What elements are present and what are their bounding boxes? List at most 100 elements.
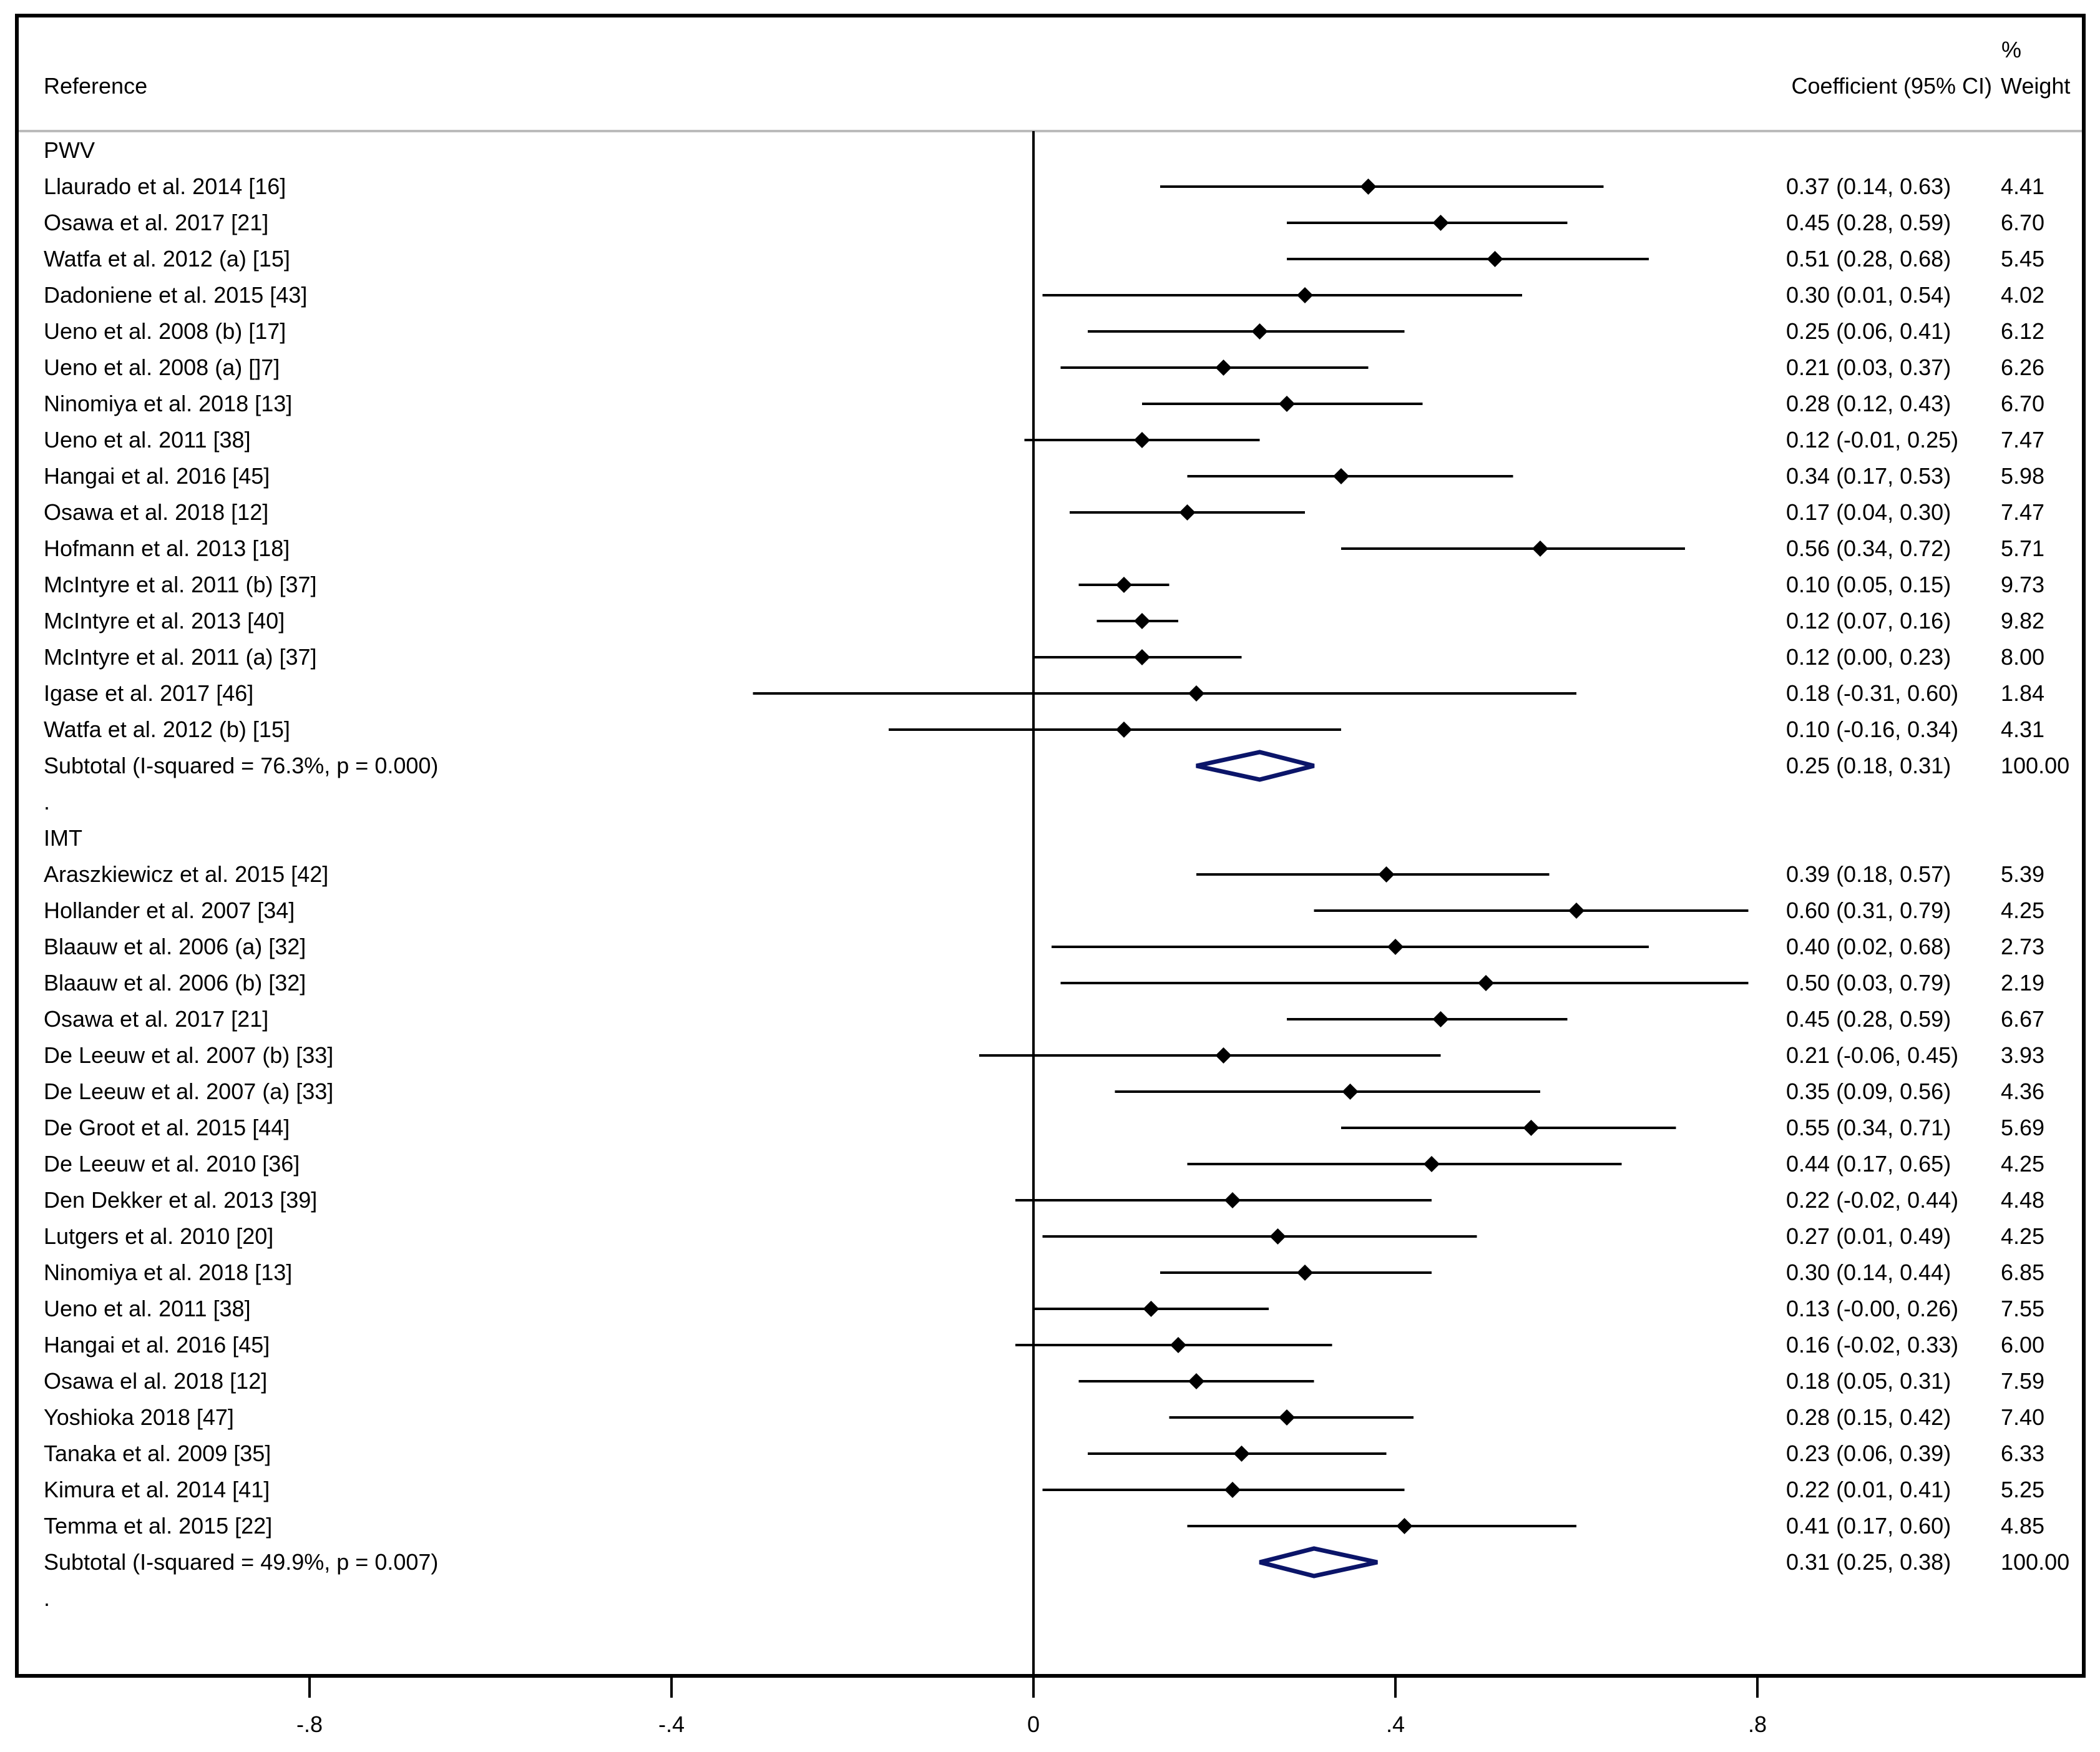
x-axis: -.8 -.4 0 .4 .8 <box>296 131 1767 1737</box>
study-row: Hangai et al. 2016 [45] 0.34 (0.17, 0.53)… <box>44 463 2044 489</box>
study-label: De Leeuw et al. 2007 (b) [33] <box>44 1042 333 1068</box>
weight-value: 6.12 <box>2001 318 2044 344</box>
study-label: Llaurado et al. 2014 [16] <box>44 174 286 199</box>
point-estimate-marker <box>1297 287 1313 303</box>
point-estimate-marker <box>1478 975 1494 991</box>
study-label: Yoshioka 2018 [47] <box>44 1404 234 1430</box>
x-tick-label: .4 <box>1386 1711 1405 1737</box>
pooled-estimate-diamond <box>1259 1546 1378 1578</box>
point-estimate-marker <box>1170 1337 1186 1353</box>
header-reference: Reference <box>44 73 147 99</box>
weight-value: 1.84 <box>2001 680 2044 706</box>
coefficient-ci-value: 0.27 (0.01, 0.49) <box>1786 1223 1951 1249</box>
point-estimate-marker <box>1134 613 1150 629</box>
point-estimate-marker <box>1378 866 1395 883</box>
point-estimate-marker <box>1233 1446 1250 1462</box>
group-label: IMT <box>44 825 82 851</box>
weight-value: 6.00 <box>2001 1332 2044 1358</box>
spacer-dot: . <box>44 789 50 815</box>
study-row: Llaurado et al. 2014 [16] 0.37 (0.14, 0.6… <box>44 174 2044 199</box>
coefficient-ci-value: 0.23 (0.06, 0.39) <box>1786 1441 1951 1466</box>
coefficient-ci-value: 0.12 (0.00, 0.23) <box>1786 644 1951 670</box>
study-row: McIntyre et al. 2011 (a) [37] 0.12 (0.00,… <box>44 644 2044 670</box>
study-label: Hangai et al. 2016 [45] <box>44 1332 270 1358</box>
weight-value: 6.67 <box>2001 1006 2044 1032</box>
x-tick-label: -.8 <box>296 1711 323 1737</box>
study-label: De Leeuw et al. 2010 [36] <box>44 1151 300 1177</box>
weight-value: 6.70 <box>2001 391 2044 416</box>
study-label: Osawa el al. 2018 [12] <box>44 1368 267 1394</box>
point-estimate-marker <box>1188 1373 1204 1389</box>
weight-value: 7.55 <box>2001 1296 2044 1321</box>
study-row: De Leeuw et al. 2007 (b) [33] 0.21 (-0.06… <box>44 1042 2044 1068</box>
coefficient-ci-value: 0.18 (-0.31, 0.60) <box>1786 680 1958 706</box>
coefficient-ci-value: 0.25 (0.06, 0.41) <box>1786 318 1951 344</box>
study-label: Ueno et al. 2011 [38] <box>44 1296 251 1321</box>
subtotal-row: Subtotal (I-squared = 49.9%, p = 0.007) 0… <box>44 1546 2069 1578</box>
study-row: Yoshioka 2018 [47] 0.28 (0.15, 0.42) 7.40 <box>44 1404 2044 1430</box>
subtotal-row: Subtotal (I-squared = 76.3%, p = 0.000) 0… <box>44 750 2069 782</box>
point-estimate-marker <box>1396 1518 1413 1534</box>
weight-value: 4.25 <box>2001 898 2044 923</box>
coefficient-ci-value: 0.28 (0.15, 0.42) <box>1786 1404 1951 1430</box>
coefficient-ci-value: 0.34 (0.17, 0.53) <box>1786 463 1951 489</box>
weight-value: 2.19 <box>2001 970 2044 996</box>
point-estimate-marker <box>1387 939 1404 955</box>
point-estimate-marker <box>1116 722 1132 738</box>
point-estimate-marker <box>1215 1047 1232 1064</box>
weight-value: 4.36 <box>2001 1079 2044 1104</box>
study-label: Hofmann et al. 2013 [18] <box>44 536 290 561</box>
weight-value: 4.31 <box>2001 717 2044 742</box>
coefficient-ci-value: 0.44 (0.17, 0.65) <box>1786 1151 1951 1177</box>
coefficient-ci-value: 0.35 (0.09, 0.56) <box>1786 1079 1951 1104</box>
weight-value: 4.02 <box>2001 282 2044 308</box>
coefficient-ci-value: 0.45 (0.28, 0.59) <box>1786 210 1951 235</box>
study-row: Dadoniene et al. 2015 [43] 0.30 (0.01, 0.… <box>44 282 2044 308</box>
group-header-row: PWV <box>44 137 95 163</box>
coefficient-ci-value: 0.50 (0.03, 0.79) <box>1786 970 1951 996</box>
study-row: Osawa el al. 2018 [12] 0.18 (0.05, 0.31) 7… <box>44 1368 2044 1394</box>
weight-value: 9.82 <box>2001 608 2044 634</box>
study-row: Hollander et al. 2007 [34] 0.60 (0.31, 0.… <box>44 898 2044 923</box>
coefficient-ci-value: 0.37 (0.14, 0.63) <box>1786 174 1951 199</box>
study-label: Araszkiewicz et al. 2015 [42] <box>44 861 328 887</box>
point-estimate-marker <box>1143 1301 1160 1317</box>
coefficient-ci-value: 0.39 (0.18, 0.57) <box>1786 861 1951 887</box>
study-row: Hofmann et al. 2013 [18] 0.56 (0.34, 0.72… <box>44 536 2044 561</box>
weight-value: 4.41 <box>2001 174 2044 199</box>
coefficient-ci-value: 0.13 (-0.00, 0.26) <box>1786 1296 1958 1321</box>
study-row: Ninomiya et al. 2018 [13] 0.28 (0.12, 0.4… <box>44 391 2044 416</box>
study-label: De Leeuw et al. 2007 (a) [33] <box>44 1079 333 1104</box>
study-row: Ueno et al. 2008 (b) [17] 0.25 (0.06, 0.4… <box>44 318 2044 344</box>
coefficient-ci-value: 0.22 (-0.02, 0.44) <box>1786 1187 1958 1213</box>
study-label: Dadoniene et al. 2015 [43] <box>44 282 307 308</box>
coefficient-ci-value: 0.25 (0.18, 0.31) <box>1786 753 1951 778</box>
study-label: Blaauw et al. 2006 (a) [32] <box>44 934 306 959</box>
coefficient-ci-value: 0.31 (0.25, 0.38) <box>1786 1549 1951 1575</box>
point-estimate-marker <box>1215 360 1232 376</box>
study-label: Ueno et al. 2011 [38] <box>44 427 251 453</box>
plot-frame <box>15 14 2086 1678</box>
study-row: Temma et al. 2015 [22] 0.41 (0.17, 0.60) 4… <box>44 1513 2044 1539</box>
weight-value: 4.25 <box>2001 1223 2044 1249</box>
study-label: Hollander et al. 2007 [34] <box>44 898 295 923</box>
study-row: Ueno et al. 2011 [38] 0.12 (-0.01, 0.25) 7… <box>44 427 2044 453</box>
coefficient-ci-value: 0.30 (0.14, 0.44) <box>1786 1260 1951 1285</box>
study-label: Igase et al. 2017 [46] <box>44 680 253 706</box>
point-estimate-marker <box>1532 541 1548 557</box>
coefficient-ci-value: 0.18 (0.05, 0.31) <box>1786 1368 1951 1394</box>
point-estimate-marker <box>1134 432 1150 448</box>
subtotal-label: Subtotal (I-squared = 49.9%, p = 0.007) <box>44 1549 438 1575</box>
point-estimate-marker <box>1179 504 1196 521</box>
point-estimate-marker <box>1116 577 1132 593</box>
point-estimate-marker <box>1432 215 1449 231</box>
study-label: Den Dekker et al. 2013 [39] <box>44 1187 317 1213</box>
point-estimate-marker <box>1269 1228 1286 1245</box>
coefficient-ci-value: 0.16 (-0.02, 0.33) <box>1786 1332 1958 1358</box>
coefficient-ci-value: 0.51 (0.28, 0.68) <box>1786 246 1951 272</box>
study-row: Hangai et al. 2016 [45] 0.16 (-0.02, 0.33… <box>44 1332 2044 1358</box>
spacer-row: . <box>44 1585 50 1611</box>
coefficient-ci-value: 0.12 (0.07, 0.16) <box>1786 608 1951 634</box>
